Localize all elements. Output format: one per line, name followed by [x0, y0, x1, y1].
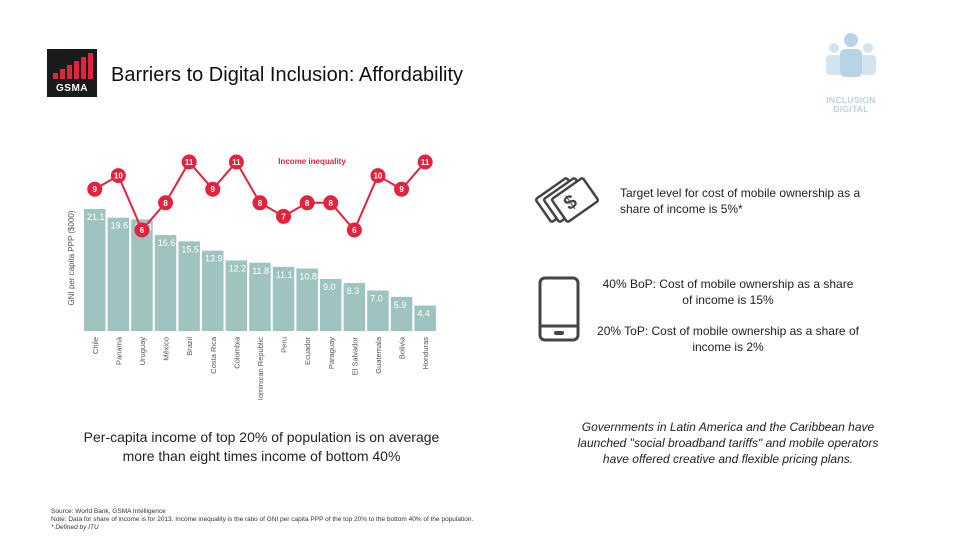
category-label: Honduras	[421, 337, 430, 370]
left-caption: Per-capita income of top 20% of populati…	[83, 429, 440, 464]
bar-value-label: 5.9	[394, 300, 407, 310]
people-group-icon	[826, 33, 876, 77]
category-label: El Salvador	[350, 337, 359, 376]
bar-value-label: 16.6	[158, 238, 176, 248]
bar-4	[178, 241, 200, 331]
bar-7	[249, 262, 271, 331]
bar-14	[414, 305, 436, 331]
category-label: Guatemala	[374, 336, 383, 374]
inequality-value-label: 8	[329, 199, 334, 208]
bar-6	[225, 260, 248, 331]
bar-10	[320, 278, 342, 331]
bar-value-label: 19.6	[111, 221, 129, 231]
bar-value-label: 12.2	[229, 263, 247, 273]
category-label: Uruguay	[138, 337, 147, 366]
bar-3	[154, 235, 177, 331]
bar-value-label: 11.8	[252, 266, 269, 276]
category-label: Ecuador	[303, 337, 312, 365]
chart-canvas: 21.119.619.316.615.513.912.211.811.110.8…	[67, 154, 436, 400]
bar-2	[131, 219, 153, 331]
inequality-point	[346, 222, 362, 238]
category-label: México	[162, 337, 171, 361]
inequality-value-label: 11	[185, 158, 194, 167]
bar-12	[367, 290, 389, 331]
inequality-value-label: 11	[421, 158, 430, 167]
category-label: Chile	[91, 337, 100, 354]
inequality-point	[323, 195, 339, 211]
target-cost-text: Target level for cost of mobile ownershi…	[620, 186, 861, 216]
bar-value-label: 11.1	[276, 270, 293, 280]
inequality-point	[158, 195, 174, 211]
inequality-point	[417, 154, 433, 170]
gsma-logo: GSMA	[47, 49, 97, 97]
inequality-value-label: 10	[114, 172, 123, 181]
inequality-value-label: 7	[281, 212, 286, 221]
inequality-point	[110, 168, 126, 184]
gni-chart: 21.119.619.316.615.513.912.211.811.110.8…	[62, 148, 450, 400]
inequality-value-label: 11	[232, 158, 241, 167]
bar-value-label: 8.3	[347, 286, 360, 296]
inequality-value-label: 9	[211, 185, 216, 194]
right-caption: Governments in Latin America and the Car…	[577, 420, 879, 466]
inequality-point	[205, 181, 221, 197]
inequality-point	[228, 154, 244, 170]
inequality-point	[370, 168, 386, 184]
bar-8	[272, 266, 295, 331]
money-icon: $	[526, 172, 606, 232]
inequality-value-label: 10	[373, 172, 382, 181]
bar-value-label: 13.9	[205, 254, 223, 264]
mobile-phone-icon	[538, 276, 580, 342]
inequality-point	[276, 208, 292, 224]
category-label: Bolivia	[398, 336, 407, 359]
bar-11	[343, 283, 366, 331]
inequality-value-label: 6	[140, 226, 145, 235]
signal-bars-icon	[53, 53, 93, 79]
inequality-point	[87, 181, 103, 197]
bar-value-label: 21.1	[87, 212, 105, 222]
bop-cost-text: 40% BoP: Cost of mobile ownership as a s…	[602, 277, 854, 307]
inequality-value-label: 8	[258, 199, 263, 208]
footnote-note: Note: Data for share of income is for 20…	[51, 516, 474, 523]
category-label: Paraguay	[327, 337, 336, 369]
bar-1	[107, 217, 130, 331]
inequality-point	[299, 195, 315, 211]
page-title: Barriers to Digital Inclusion: Affordabi…	[111, 64, 464, 86]
badge-text: INCLUSION DIGITAL	[826, 95, 876, 114]
inclusion-badge: INCLUSION DIGITAL	[818, 28, 884, 118]
footnote-source: Source: World Bank, GSMA Intelligence	[51, 508, 166, 515]
bar-5	[202, 250, 224, 331]
top-cost-text: 20% ToP: Cost of mobile ownership as a s…	[597, 324, 859, 354]
bar-value-label: 10.8	[299, 272, 317, 282]
bar-value-label: 7.0	[370, 294, 383, 304]
category-label: Costa Rica	[209, 336, 218, 374]
category-label: Dominican Republic	[256, 337, 265, 400]
category-label: Colombia	[232, 336, 241, 369]
bar-value-label: 9.0	[323, 282, 336, 292]
legend-income-inequality: Income inequality	[278, 157, 346, 166]
bar-0	[84, 208, 106, 331]
inequality-value-label: 6	[352, 226, 357, 235]
inequality-point	[252, 195, 268, 211]
y-axis-label: GNI per capita PPP ($000)	[67, 210, 76, 305]
bar-9	[296, 268, 318, 331]
bar-value-label: 4.4	[417, 309, 430, 319]
inequality-point	[394, 181, 410, 197]
inequality-value-label: 9	[399, 185, 404, 194]
category-label: Peru	[280, 337, 289, 353]
inequality-value-label: 9	[93, 185, 98, 194]
inequality-value-label: 8	[305, 199, 310, 208]
bar-value-label: 15.5	[181, 244, 199, 254]
category-label: Brazil	[185, 337, 194, 356]
inequality-point	[134, 222, 150, 238]
bar-13	[390, 296, 413, 331]
inequality-value-label: 8	[163, 199, 168, 208]
footnote-itu: * Defined by ITU	[51, 524, 99, 531]
category-label: Panamá	[114, 336, 123, 365]
logo-text: GSMA	[56, 83, 88, 94]
inequality-point	[181, 154, 197, 170]
